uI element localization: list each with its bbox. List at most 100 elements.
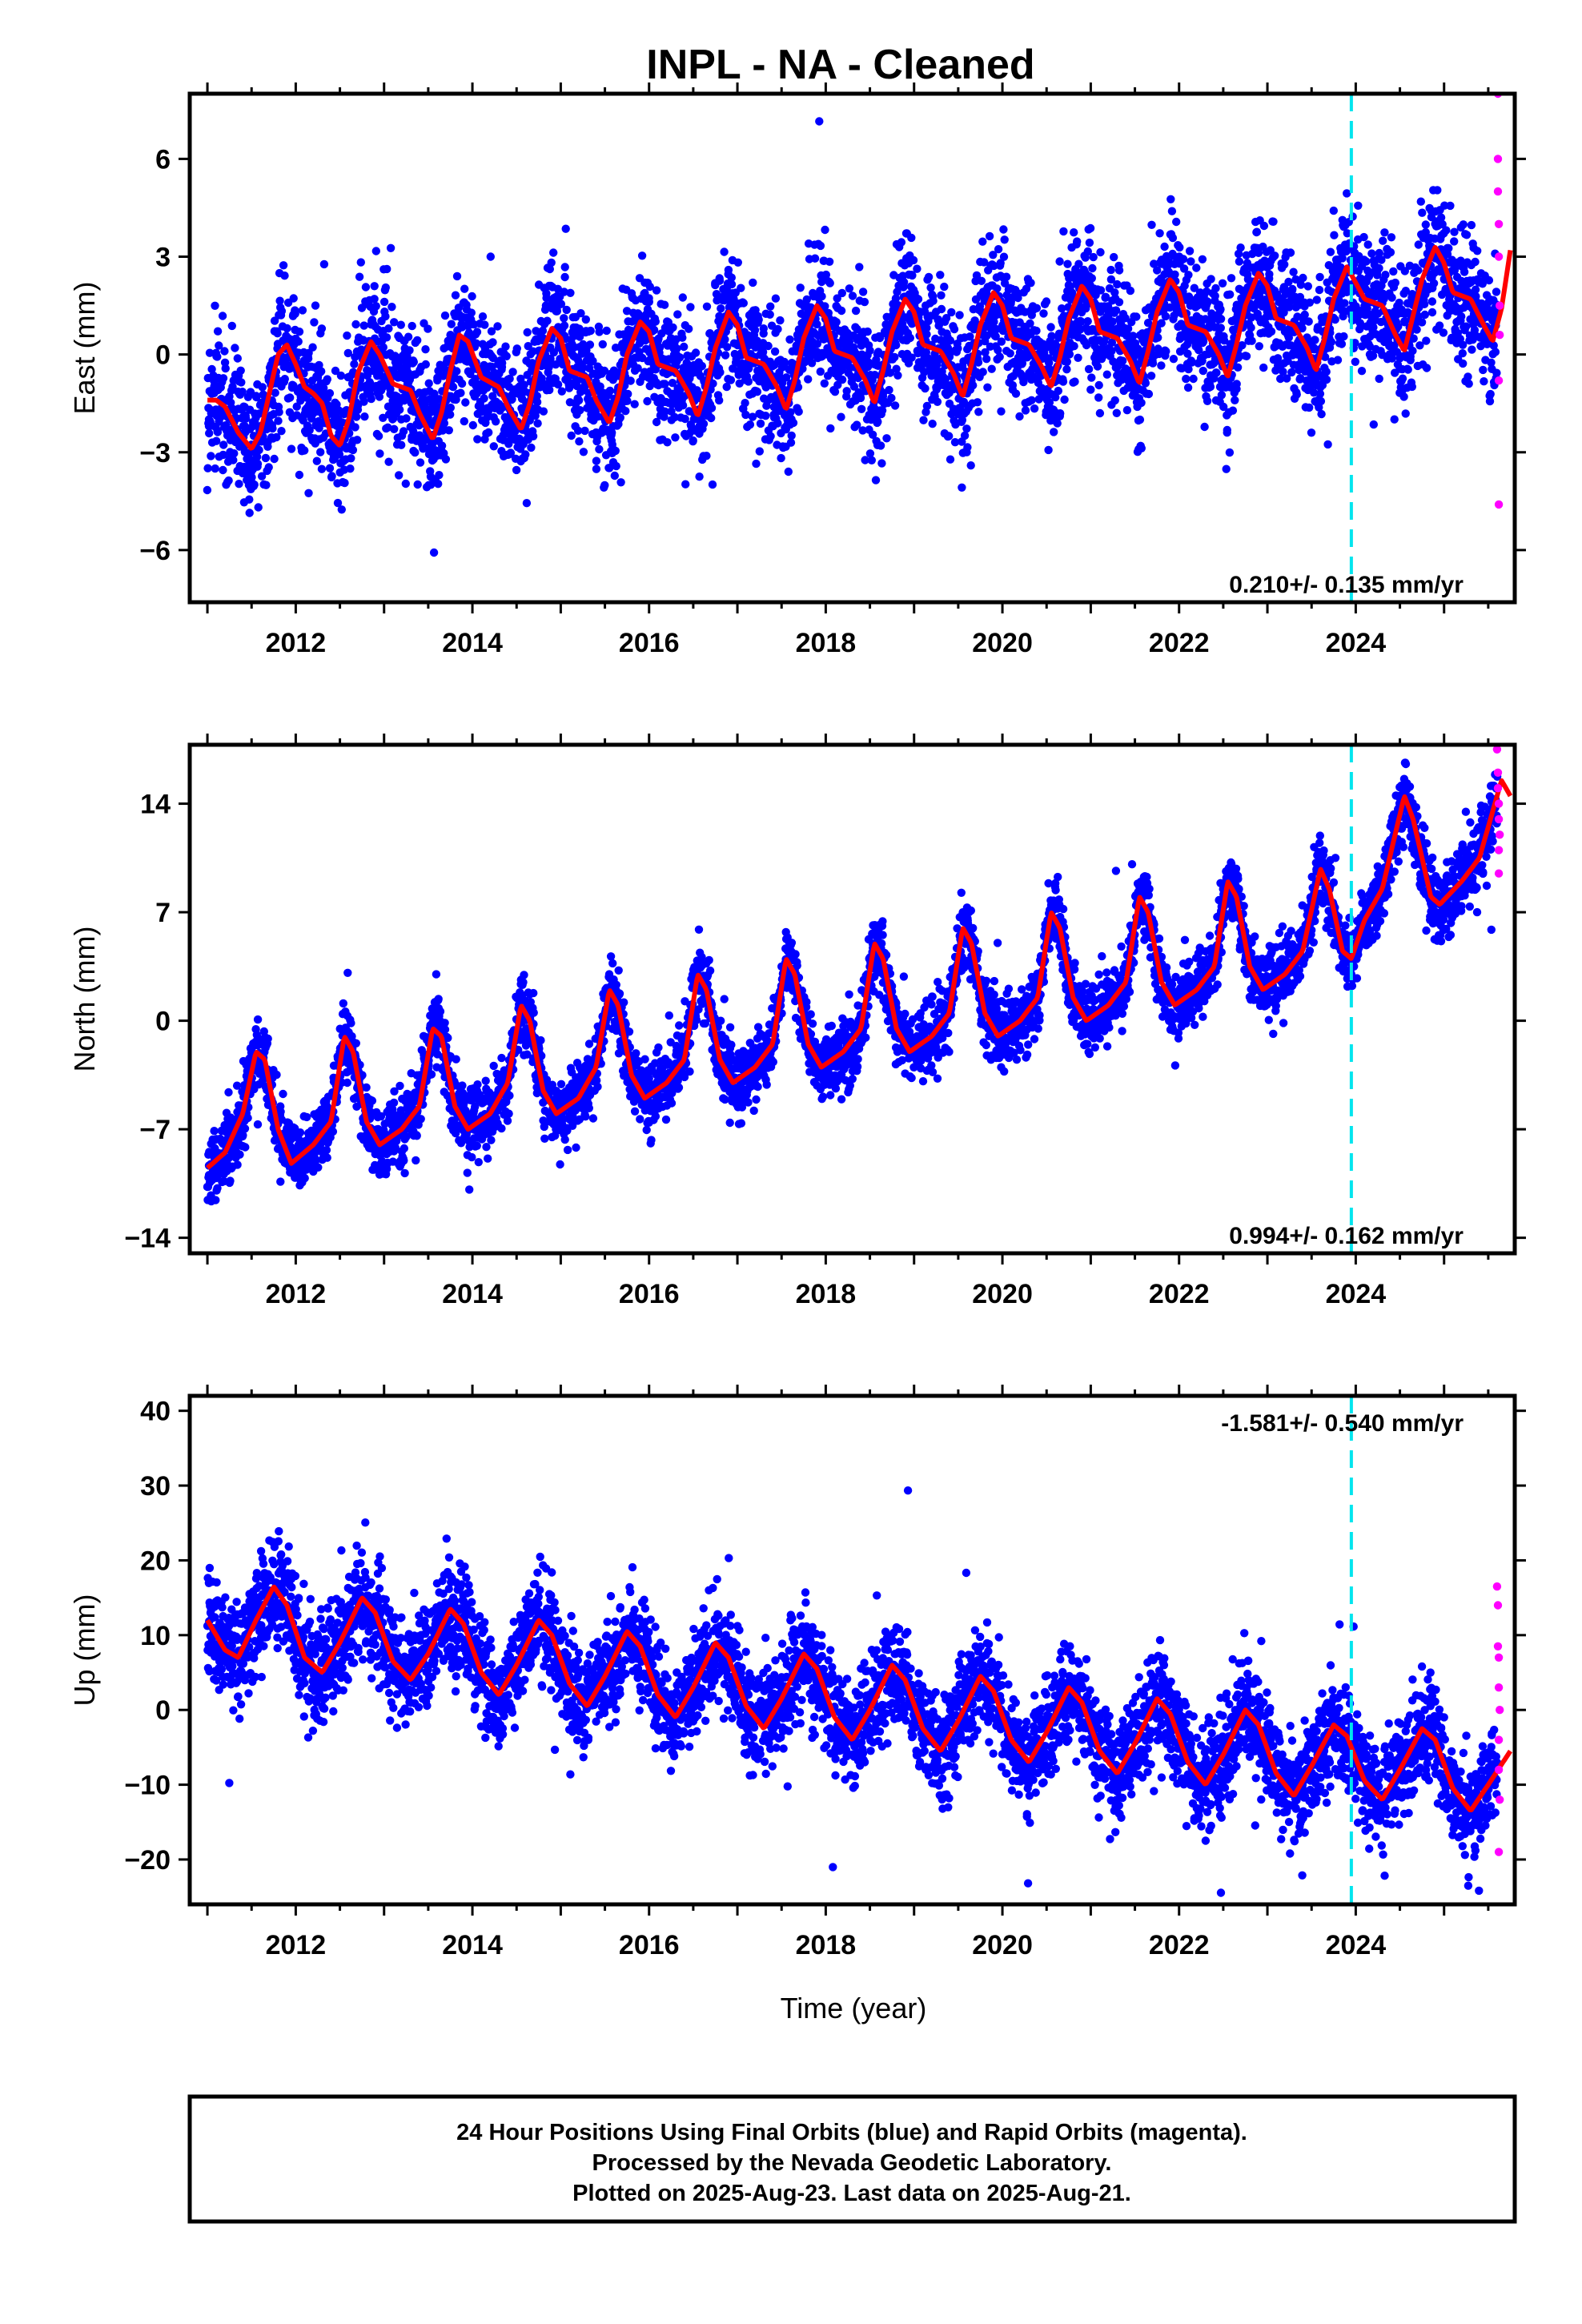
data-point [1089, 252, 1098, 262]
data-point [612, 461, 620, 471]
data-point [602, 326, 611, 336]
data-point [756, 419, 765, 428]
data-point [356, 258, 365, 267]
data-point [1060, 395, 1069, 404]
data-point [236, 366, 245, 375]
data-point [605, 386, 615, 396]
data-point [374, 432, 383, 440]
data-point [721, 335, 729, 344]
data-point [786, 438, 796, 447]
data-point [383, 423, 392, 432]
data-point [279, 261, 288, 270]
data-point [527, 443, 536, 452]
data-point [451, 291, 460, 300]
data-point [484, 428, 493, 437]
data-point [681, 480, 690, 489]
data-point [699, 420, 709, 428]
data-point [478, 312, 488, 321]
data-point [1421, 220, 1431, 229]
data-point [413, 336, 422, 345]
data-point [652, 286, 661, 295]
data-point [468, 420, 477, 430]
data-point [702, 452, 711, 460]
data-point [253, 460, 263, 468]
data-point [720, 247, 729, 256]
data-point [508, 368, 517, 376]
data-point [1226, 290, 1235, 299]
data-point [1359, 232, 1368, 242]
data-point [922, 330, 931, 339]
data-point [1329, 206, 1339, 215]
data-point [882, 434, 891, 443]
data-point [310, 318, 319, 327]
panel-1: 2012 2014 2016 2018 2020 2022 2024−14−70714Nor… [68, 734, 1526, 1309]
data-point [1102, 370, 1112, 379]
data-point [532, 392, 541, 400]
data-point [861, 456, 869, 464]
data-point [1019, 377, 1028, 387]
data-point [689, 436, 697, 445]
data-point [1367, 249, 1376, 258]
data-point [972, 271, 982, 280]
data-point [1059, 227, 1068, 236]
data-point [440, 419, 449, 428]
data-point [277, 427, 286, 436]
data-point [390, 424, 399, 433]
data-point [871, 476, 881, 485]
x-tick-label: 2016 [619, 628, 680, 658]
data-point [837, 306, 846, 316]
data-point [744, 377, 753, 386]
data-point [213, 428, 223, 436]
data-point [255, 409, 263, 418]
data-point [950, 324, 959, 334]
data-point [1427, 308, 1437, 317]
data-point [851, 306, 861, 316]
data-point [737, 283, 745, 292]
y-tick-label: 3 [155, 243, 171, 273]
data-point [1322, 368, 1331, 376]
data-point [655, 343, 665, 352]
data-point [230, 449, 239, 458]
data-point [1200, 422, 1209, 432]
rapid-point [1493, 187, 1503, 196]
data-point [1252, 227, 1262, 236]
data-point [1094, 393, 1103, 402]
data-point [1429, 279, 1439, 287]
data-point [974, 408, 983, 416]
data-point [1132, 312, 1141, 321]
data-point [678, 333, 687, 342]
data-point [946, 336, 955, 345]
data-point [777, 453, 785, 463]
data-point [1459, 220, 1468, 229]
data-point [1014, 293, 1022, 303]
data-point [580, 383, 589, 392]
data-point [224, 1088, 233, 1097]
data-point [549, 248, 558, 257]
data-point [1317, 409, 1326, 419]
data-point [1422, 364, 1431, 372]
data-point [1391, 278, 1400, 287]
data-point [830, 388, 840, 396]
data-point [347, 454, 355, 463]
data-point [1106, 265, 1115, 275]
data-point [1166, 195, 1175, 203]
data-point [837, 375, 847, 384]
data-point [275, 408, 283, 416]
data-point [1235, 257, 1244, 266]
y-axis-label: East (mm) [68, 282, 101, 415]
data-point [739, 299, 748, 308]
data-point [1471, 257, 1480, 267]
data-point [810, 254, 820, 263]
data-point [467, 308, 476, 317]
data-point [579, 448, 588, 456]
data-point [1126, 286, 1135, 296]
data-point [794, 407, 803, 416]
data-point [1444, 243, 1453, 253]
data-point [990, 317, 998, 327]
data-point [1379, 236, 1387, 245]
data-point [826, 424, 835, 433]
data-point [446, 410, 455, 419]
data-point [1088, 263, 1097, 273]
data-point [990, 261, 998, 271]
data-point [741, 399, 749, 408]
